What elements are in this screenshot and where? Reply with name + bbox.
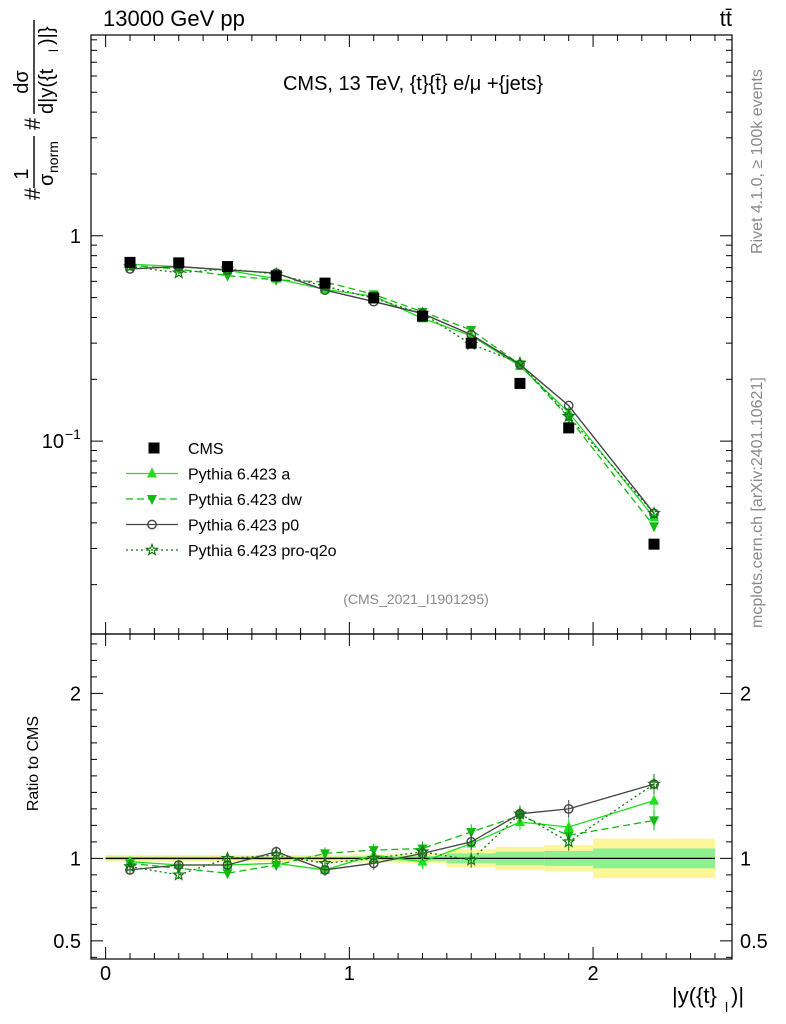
legend-label: Pythia 6.423 a [188, 467, 290, 484]
analysis-watermark: (CMS_2021_I1901295) [343, 591, 489, 607]
ratio-xtick-label: 1 [344, 963, 355, 985]
legend-marker [145, 542, 159, 556]
ratio-point-pythia-6-423-dw [271, 860, 282, 871]
ratio-point-pythia-6-423-pro-q2o [647, 776, 661, 791]
main-ylabel: # 1 σ norm # dσ d|y({t l )|} [11, 20, 61, 200]
series-point-pythia-6-423-pro-q2o [647, 506, 661, 520]
ratio-ylabel: Ratio to CMS [25, 716, 42, 811]
series-point-pythia-6-423-pro-q2o [171, 265, 186, 279]
series-point-pythia-6-423-pro-q2o [513, 355, 527, 369]
legend-label: Pythia 6.423 p0 [188, 518, 299, 535]
legend-marker [147, 495, 157, 505]
ratio-panel: 0.5 0.5 1 1 2 2 0 1 2 Ratio to CMS |y({t} l )| [25, 633, 768, 1015]
ratio-point-pythia-6-423-pro-q2o [415, 844, 430, 858]
xlabel-tail: )| [731, 983, 744, 1008]
series-point-pythia-6-423-pro-q2o [561, 409, 576, 423]
x-axis-label: |y({t} l )| [672, 983, 744, 1015]
ratio-ytick-label-right: 0.5 [740, 931, 768, 953]
ratio-point-pythia-6-423-pro-q2o [513, 806, 527, 820]
ylabel-numerator: dσ [11, 70, 33, 94]
legend-entry-pythia-6-423-pro-q2o: Pythia 6.423 pro-q2o [126, 542, 337, 560]
main-panel: 1 10 −1 CMS, 13 TeV, {t}{t̄} e/μ +{jets} (… [11, 20, 733, 635]
main-series-layer [123, 256, 661, 550]
ratio-point-pythia-6-423-pro-q2o [171, 867, 186, 881]
cms-data-point [124, 256, 136, 268]
legend-entry-pythia-6-423-p0: Pythia 6.423 p0 [126, 518, 299, 535]
main-ytick-label: 10 [42, 431, 64, 453]
legend: CMS Pythia 6.423 a Pythia 6.423 dw Pythia 6… [126, 441, 337, 560]
cms-data-point [465, 337, 477, 349]
ratio-point-pythia-6-423-pro-q2o [123, 859, 137, 873]
ratio-point-pythia-6-423-a [417, 855, 428, 866]
series-point-pythia-6-423-dw [649, 522, 660, 533]
series-cms [124, 256, 660, 550]
ratio-point-pythia-6-423-pro-q2o [464, 852, 479, 866]
process-label: tt̄ [720, 6, 732, 31]
cms-data-point [563, 422, 575, 434]
ratio-point-pythia-6-423-p0 [563, 803, 574, 814]
rivet-version-text: Rivet 4.1.0, ≥ 100k events [749, 69, 766, 254]
ylabel-subscript: l [46, 49, 61, 52]
cms-data-point [416, 310, 428, 322]
ylabel-norm: norm [45, 141, 61, 173]
ratio-ytick-label-left: 2 [70, 683, 81, 705]
ratio-point-pythia-6-423-pro-q2o [366, 851, 381, 865]
main-ticks: 1 10 −1 [42, 35, 732, 634]
ylabel-tail: )|} [36, 26, 58, 45]
cms-data-point [648, 538, 660, 550]
legend-entry-pythia-6-423-a: Pythia 6.423 a [126, 467, 290, 484]
legend-marker [147, 467, 157, 478]
legend-label: Pythia 6.423 dw [188, 492, 302, 509]
ratio-point-pythia-6-423-dw [222, 869, 233, 880]
ratio-ytick-label-right: 2 [740, 683, 751, 705]
ratio-series-layer [123, 774, 661, 881]
ratio-point-pythia-6-423-pro-q2o [318, 856, 332, 870]
ratio-xtick-label: 0 [100, 963, 111, 985]
ylabel-denominator: d|y({t [36, 68, 58, 114]
legend-marker [147, 519, 157, 530]
mcplots-text: mcplots.cern.ch [arXiv:2401.10621] [749, 377, 766, 628]
main-ytick-exponent: −1 [65, 426, 81, 442]
legend-label: CMS [188, 441, 224, 458]
series-line-pythia-6-423-pro-q2o [129, 265, 655, 514]
ylabel-hash: # [20, 187, 45, 200]
ratio-point-pythia-6-423-a [563, 821, 574, 832]
ratio-point-pythia-6-423-dw [466, 827, 477, 838]
ratio-point-pythia-6-423-a [649, 794, 660, 805]
cms-data-point [319, 277, 331, 289]
ratio-ytick-label-right: 1 [740, 848, 751, 870]
ratio-series-pythia-6-423-pro-q2o [123, 774, 661, 881]
cms-data-point [368, 292, 380, 304]
energy-label: 13000 GeV pp [103, 6, 245, 31]
ylabel-sigma: σ [36, 173, 58, 186]
ylabel-hash-2: # [20, 117, 45, 130]
ratio-point-pythia-6-423-dw [649, 816, 660, 827]
ratio-point-pythia-6-423-pro-q2o [220, 851, 235, 865]
plot-title: CMS, 13 TeV, {t}{t̄} e/μ +{jets} [283, 73, 543, 95]
ratio-point-pythia-6-423-pro-q2o [561, 834, 576, 848]
cms-data-point [514, 377, 526, 389]
ratio-point-pythia-6-423-dw [319, 849, 330, 860]
ratio-ytick-label-left: 1 [70, 848, 81, 870]
cms-data-point [173, 257, 185, 269]
legend-entry-pythia-6-423-dw: Pythia 6.423 dw [126, 492, 302, 509]
xlabel-subscript: l [725, 999, 728, 1015]
xlabel-main: |y({t} [672, 983, 717, 1008]
series-point-pythia-6-423-p0 [515, 359, 525, 370]
legend-label: Pythia 6.423 pro-q2o [188, 543, 337, 560]
main-ytick-label: 1 [70, 226, 81, 248]
cms-data-point [270, 270, 282, 282]
ylabel-one: 1 [11, 168, 33, 179]
ratio-xtick-label: 2 [588, 963, 599, 985]
legend-marker-cms [148, 442, 160, 454]
ratio-point-pythia-6-423-p0 [466, 836, 477, 847]
ratio-frame [90, 633, 733, 960]
ratio-ytick-label-left: 0.5 [53, 931, 81, 953]
legend-entry-cms: CMS [148, 441, 224, 458]
ratio-point-pythia-6-423-pro-q2o [269, 847, 284, 861]
ratio-ticks: 0.5 0.5 1 1 2 2 0 1 2 [53, 634, 768, 985]
cms-data-point [221, 261, 233, 273]
